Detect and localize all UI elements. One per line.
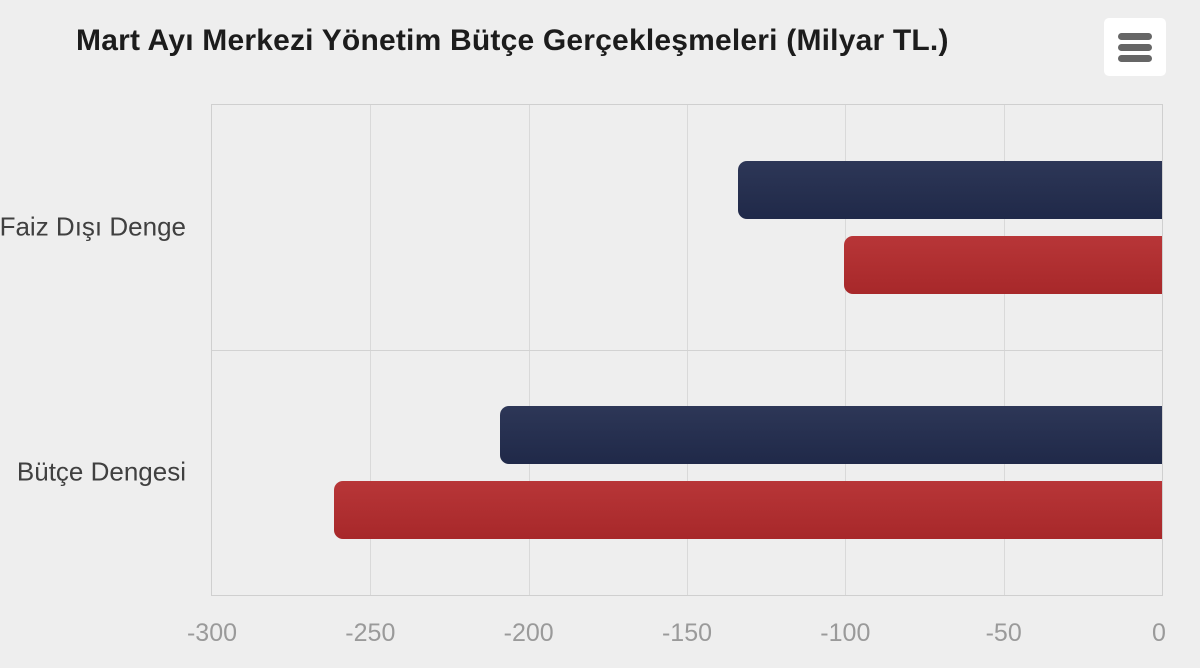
export-menu-button[interactable] [1104, 18, 1166, 76]
bar-red-series-faiz-disi-denge[interactable] [844, 236, 1162, 294]
bar-navy-series-faiz-disi-denge[interactable] [738, 161, 1162, 219]
x-tick-label: -200 [503, 619, 554, 647]
chart-title: Mart Ayı Merkezi Yönetim Bütçe Gerçekleş… [76, 24, 949, 57]
bar-red-series-butce-dengesi[interactable] [334, 481, 1162, 539]
category-label: Faiz Dışı Denge [0, 211, 186, 241]
category-label: Bütçe Dengesi [16, 456, 186, 486]
x-tick-label: -50 [985, 619, 1022, 647]
x-tick-label: -250 [345, 619, 396, 647]
row-divider [212, 350, 1162, 351]
bar-navy-series-butce-dengesi[interactable] [500, 406, 1162, 464]
x-tick-label: -100 [820, 619, 871, 647]
x-tick-label: 0 [1151, 619, 1166, 647]
x-tick-label: -300 [186, 619, 238, 647]
hamburger-icon [1118, 32, 1152, 62]
plot-area [211, 104, 1163, 596]
x-tick-label: -150 [661, 619, 713, 647]
